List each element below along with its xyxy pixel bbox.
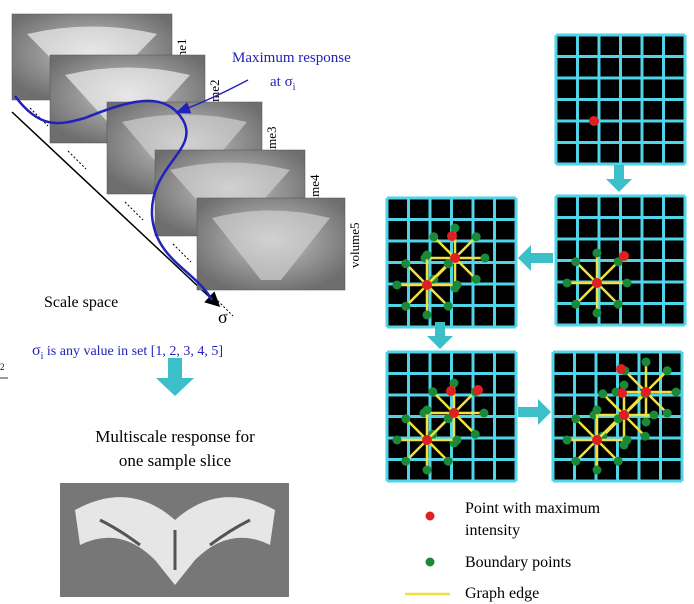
boundary-point xyxy=(642,418,651,427)
boundary-point xyxy=(480,409,489,418)
max-point xyxy=(592,278,602,288)
boundary-point xyxy=(571,300,580,309)
boundary-point xyxy=(614,300,623,309)
boundary-point xyxy=(593,249,602,258)
legend-label: intensity xyxy=(465,522,520,539)
boundary-point xyxy=(401,259,410,268)
dotted-guide xyxy=(30,108,48,126)
boundary-point xyxy=(423,406,432,415)
caption: Multiscale response for xyxy=(95,427,255,446)
legend-label: Boundary points xyxy=(465,554,571,571)
max-point xyxy=(619,251,629,261)
boundary-point xyxy=(663,409,672,418)
boundary-point xyxy=(444,302,453,311)
legend-red-dot xyxy=(426,512,435,521)
legend-green-dot xyxy=(426,558,435,567)
boundary-point xyxy=(623,279,632,288)
boundary-point xyxy=(571,257,580,266)
max-point xyxy=(450,253,460,263)
arrow xyxy=(606,165,632,192)
legend-label: Point with maximum xyxy=(465,500,601,517)
boundary-point xyxy=(428,387,437,396)
arrow xyxy=(518,399,551,425)
max-point xyxy=(619,410,629,420)
result-image xyxy=(60,483,289,597)
volume-label: volume5 xyxy=(347,223,362,269)
boundary-point xyxy=(471,430,480,439)
boundary-point xyxy=(642,358,651,367)
boundary-point xyxy=(393,436,402,445)
caption: Scale space xyxy=(44,294,118,311)
max-point xyxy=(589,116,599,126)
max-point xyxy=(422,435,432,445)
boundary-point xyxy=(571,457,580,466)
max-point xyxy=(592,435,602,445)
max-point xyxy=(447,231,457,241)
boundary-point xyxy=(593,466,602,475)
max-point xyxy=(449,408,459,418)
boundary-point xyxy=(593,406,602,415)
boundary-point xyxy=(401,457,410,466)
boundary-point xyxy=(444,457,453,466)
boundary-point xyxy=(481,254,490,263)
dotted-guide xyxy=(125,202,143,220)
margin-mark: 2 xyxy=(0,362,5,372)
caption: one sample slice xyxy=(119,451,231,470)
boundary-point xyxy=(393,281,402,290)
boundary-point xyxy=(401,414,410,423)
max-point xyxy=(422,280,432,290)
boundary-point xyxy=(571,414,580,423)
boundary-point xyxy=(672,388,681,397)
boundary-point xyxy=(650,411,659,420)
max-point xyxy=(617,388,627,398)
boundary-point xyxy=(563,436,572,445)
max-point xyxy=(641,387,651,397)
boundary-point xyxy=(614,457,623,466)
boundary-point xyxy=(472,275,481,284)
boundary-point xyxy=(563,279,572,288)
arrow xyxy=(156,358,194,396)
sigma-note: σi is any value in set [1, 2, 3, 4, 5] xyxy=(32,342,223,362)
boundary-point xyxy=(423,311,432,320)
max-point xyxy=(446,386,456,396)
legend-label: Graph edge xyxy=(465,585,539,602)
boundary-point xyxy=(623,436,632,445)
boundary-point xyxy=(641,432,650,441)
annotation: at σi xyxy=(270,74,296,93)
arrow xyxy=(518,245,553,271)
axis-label: σ xyxy=(218,307,228,327)
boundary-point xyxy=(429,232,438,241)
max-point xyxy=(616,364,626,374)
boundary-point xyxy=(598,389,607,398)
boundary-point xyxy=(423,251,432,260)
annotation: Maximum response xyxy=(232,50,351,66)
boundary-point xyxy=(593,309,602,318)
dotted-guide xyxy=(173,244,191,262)
boundary-point xyxy=(453,436,462,445)
boundary-point xyxy=(663,366,672,375)
boundary-point xyxy=(453,281,462,290)
boundary-point xyxy=(472,232,481,241)
boundary-point xyxy=(401,302,410,311)
graph-panels xyxy=(387,35,685,481)
figure: volume1volume2volume3volume4volume5 Maxi… xyxy=(0,0,694,604)
max-point xyxy=(473,385,483,395)
boundary-point xyxy=(423,466,432,475)
